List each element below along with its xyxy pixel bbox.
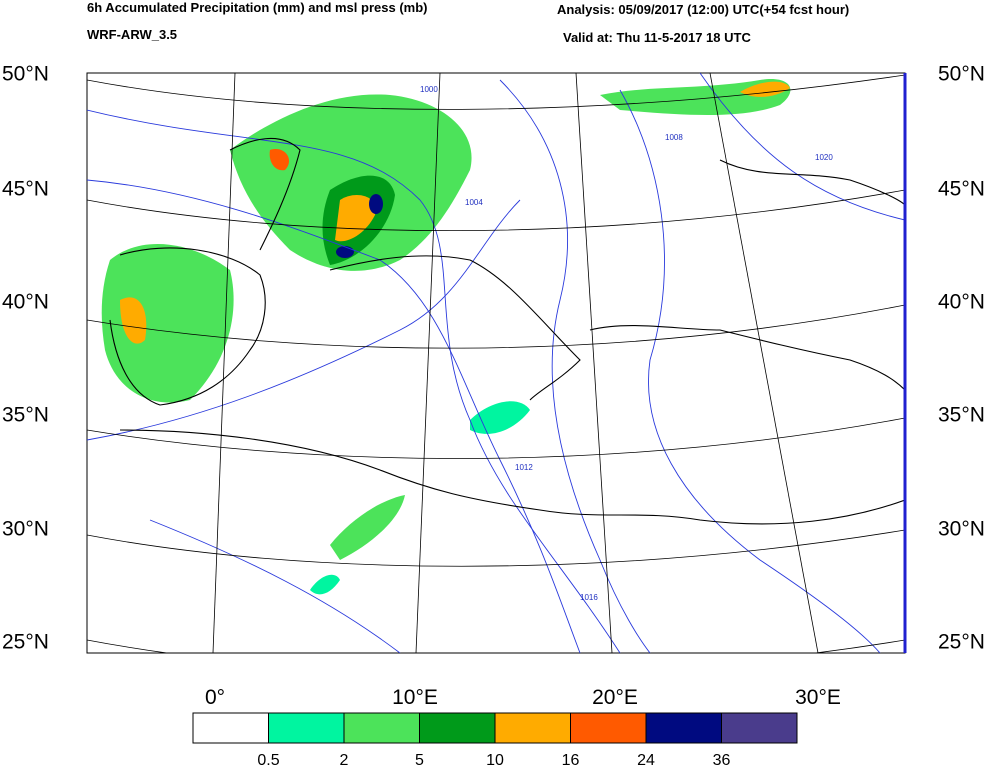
map-area: 1000 1004 1008 1012 1016 1020 bbox=[86, 72, 907, 654]
colorbar-box bbox=[268, 712, 345, 744]
isobar-label: 1016 bbox=[580, 593, 598, 602]
lat-label-right: 50°N bbox=[938, 63, 985, 86]
map-frame bbox=[86, 72, 906, 654]
colorbar-box bbox=[570, 712, 647, 744]
colorbar-label: 24 bbox=[637, 752, 655, 768]
lon-label: 10°E bbox=[392, 686, 438, 709]
lat-label-right: 35°N bbox=[938, 404, 985, 427]
isobar-label: 1000 bbox=[420, 85, 438, 94]
valid-time: Valid at: Thu 11-5-2017 18 UTC bbox=[563, 30, 751, 45]
lon-label: 0° bbox=[205, 686, 225, 709]
colorbar-label: 0.5 bbox=[257, 752, 279, 768]
lat-label-right: 40°N bbox=[938, 291, 985, 314]
colorbar-label: 5 bbox=[415, 752, 424, 768]
colorbar-label: 36 bbox=[713, 752, 731, 768]
longitude-labels: 0° 10°E 20°E 30°E bbox=[205, 686, 841, 709]
lat-label-left: 45°N bbox=[2, 178, 49, 201]
model-name: WRF-ARW_3.5 bbox=[87, 27, 177, 42]
isobar-label: 1008 bbox=[665, 133, 683, 142]
isobar-label: 1012 bbox=[515, 463, 533, 472]
lon-label: 20°E bbox=[592, 686, 638, 709]
graticule bbox=[87, 73, 905, 653]
latitude-labels: 50°N 50°N 45°N 45°N 40°N 40°N 35°N 35°N 30°N 30°N… bbox=[2, 63, 985, 654]
lat-label-left: 50°N bbox=[2, 63, 49, 86]
lon-label: 30°E bbox=[795, 686, 841, 709]
colorbar-box bbox=[343, 712, 420, 744]
colorbar-box bbox=[721, 712, 798, 744]
coastlines bbox=[109, 137, 905, 525]
isobars bbox=[87, 73, 905, 653]
colorbar-label: 2 bbox=[340, 752, 349, 768]
colorbar-box bbox=[494, 712, 571, 744]
isobar-label: 1020 bbox=[815, 153, 833, 162]
colorbar-box bbox=[419, 712, 496, 744]
lat-label-left: 25°N bbox=[2, 631, 49, 654]
lat-label-left: 35°N bbox=[2, 404, 49, 427]
colorbar: 0.5 2 5 10 16 24 36 bbox=[192, 712, 798, 768]
isobar-label: 1004 bbox=[465, 198, 483, 207]
lat-label-right: 30°N bbox=[938, 518, 985, 541]
colorbar-box bbox=[192, 712, 269, 744]
lat-label-left: 30°N bbox=[2, 518, 49, 541]
lat-label-right: 45°N bbox=[938, 178, 985, 201]
lat-label-left: 40°N bbox=[2, 291, 49, 314]
colorbar-label: 16 bbox=[562, 752, 580, 768]
colorbar-box bbox=[645, 712, 722, 744]
colorbar-label: 10 bbox=[486, 752, 504, 768]
map-title: 6h Accumulated Precipitation (mm) and ms… bbox=[87, 0, 427, 15]
analysis-time: Analysis: 05/09/2017 (12:00) UTC(+54 fcs… bbox=[557, 2, 849, 17]
lat-label-right: 25°N bbox=[938, 631, 985, 654]
